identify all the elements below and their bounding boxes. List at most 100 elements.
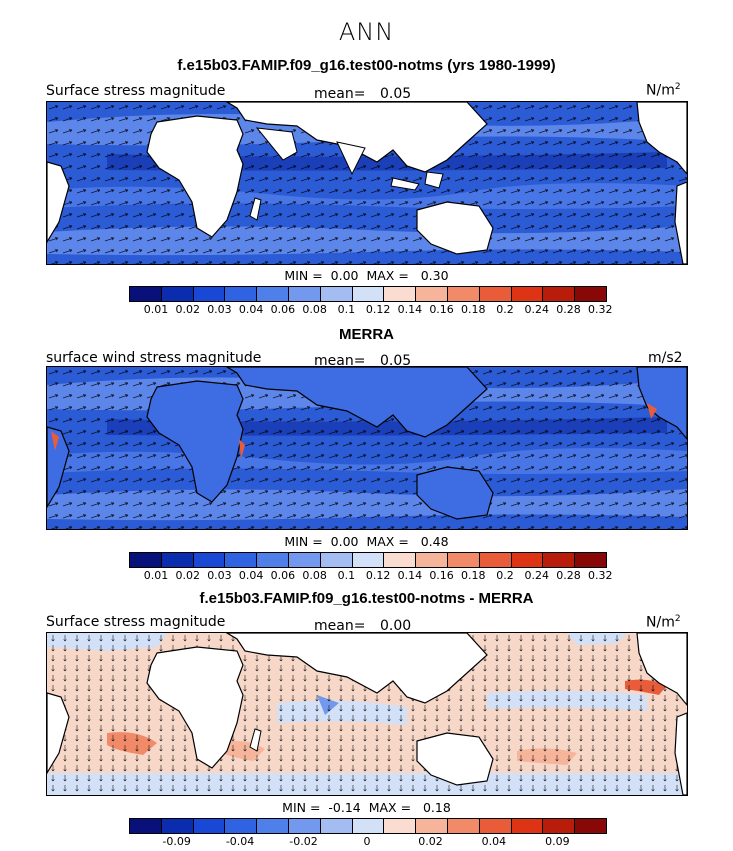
colorbar-swatch [511,287,544,301]
colorbar-tick-label: 0.1 [337,303,356,316]
colorbar-tick-label: -0.09 [162,835,191,848]
colorbar-swatch [320,287,353,301]
panel-3-colorbar [129,818,607,834]
colorbar-swatch [257,819,289,833]
colorbar-tick-label: 0.01 [143,569,169,582]
colorbar-swatch [288,287,321,301]
panel-2-colorbar [129,552,607,568]
colorbar-tick-label: 0.03 [207,303,232,316]
colorbar-swatch [416,287,448,301]
colorbar-swatch [575,287,606,301]
colorbar-swatch [543,819,576,833]
colorbar-swatch [288,819,321,833]
colorbar-tick-label: 0.28 [556,303,581,316]
colorbar-tick-label: 0.04 [238,569,264,582]
colorbar-tick-label: 0.08 [302,303,327,316]
colorbar-swatch [130,553,162,567]
figure-title: ANN [338,18,395,46]
colorbar-swatch [575,819,606,833]
colorbar-tick-label: 0.09 [545,835,570,848]
panel-2-minmax: MIN = 0.00 MAX = 0.48 [284,534,449,549]
panel-3-map [46,632,688,796]
panel-1-map-graphic [47,102,687,264]
colorbar-swatch [543,553,576,567]
colorbar-swatch [575,553,606,567]
colorbar-tick-label: 0.16 [429,569,454,582]
colorbar-swatch [511,553,544,567]
colorbar-swatch [225,287,258,301]
colorbar-tick-label: 0.12 [365,569,391,582]
colorbar-tick-label: -0.04 [225,835,255,848]
colorbar-tick-label: 0.24 [524,303,550,316]
colorbar-swatch [416,819,448,833]
colorbar-tick-label: 0.08 [302,569,327,582]
colorbar-swatch [479,553,512,567]
colorbar-swatch [288,553,321,567]
colorbar-swatch [352,287,385,301]
colorbar-swatch [130,287,162,301]
colorbar-swatch [257,553,289,567]
colorbar-tick-label: 0.18 [461,569,486,582]
colorbar-tick-label: 0.02 [418,835,443,848]
panel-2-map [46,366,688,530]
panel-3-colorbar-ticks: -0.09 -0.04 -0.02 0 0.02 0.04 0.09 [129,835,605,849]
panel-2-map-graphic [47,367,687,529]
colorbar-tick-label: 0.32 [587,569,613,582]
colorbar-swatch [320,819,353,833]
colorbar-swatch [193,553,226,567]
colorbar-swatch [543,287,576,301]
colorbar-tick-label: 0.1 [337,569,356,582]
colorbar-swatch [193,287,226,301]
panel-1-colorbar [129,286,607,302]
colorbar-swatch [384,287,417,301]
colorbar-swatch [447,819,480,833]
colorbar-tick-label: -0.02 [289,835,318,848]
panel-3-units: N/m2 [646,614,681,631]
colorbar-tick-label: 0.2 [496,569,514,582]
colorbar-swatch [384,553,417,567]
colorbar-tick-label: 0.03 [207,569,232,582]
colorbar-swatch [225,553,258,567]
colorbar-swatch [479,819,512,833]
colorbar-tick-label: 0.14 [397,569,423,582]
colorbar-swatch [447,287,480,301]
colorbar-swatch [257,287,289,301]
panel-3-map-graphic [47,633,687,795]
panel-1-units: N/m2 [646,82,681,99]
colorbar-swatch [161,287,194,301]
colorbar-swatch [130,819,162,833]
colorbar-swatch [384,819,417,833]
panel-1-colorbar-ticks: 0.01 0.02 0.03 0.04 0.06 0.08 0.1 0.12 0.14 0.16 0… [129,303,613,317]
colorbar-tick-label: 0.01 [143,303,169,316]
panel-3-field-label: Surface stress magnitude [46,614,226,630]
panel-3-title: f.e15b03.FAMIP.f09_g16.test00-notms - ME… [199,590,534,607]
colorbar-tick-label: 0.06 [270,303,296,316]
panel-2-units: m/s2 [648,350,683,366]
panel-3-mean-value: 0.00 [380,618,412,634]
panel-1-mean-value: 0.05 [380,86,412,102]
panel-3-minmax: MIN = -0.14 MAX = 0.18 [282,800,451,815]
panel-2-field-label: surface wind stress magnitude [46,350,262,366]
colorbar-tick-label: 0.28 [556,569,581,582]
colorbar-tick-label: 0.2 [496,303,514,316]
colorbar-tick-label: 0.02 [175,569,200,582]
colorbar-tick-label: 0.02 [175,303,200,316]
panel-1-minmax: MIN = 0.00 MAX = 0.30 [284,268,449,283]
colorbar-swatch [416,553,448,567]
colorbar-swatch [225,819,258,833]
colorbar-swatch [479,287,512,301]
colorbar-tick-label: 0.04 [481,835,507,848]
colorbar-swatch [161,553,194,567]
colorbar-swatch [352,819,385,833]
colorbar-swatch [447,553,480,567]
colorbar-swatch [320,553,353,567]
panel-1-map [46,101,688,265]
panel-1-mean-label: mean= [314,86,366,102]
panel-2-mean-value: 0.05 [380,353,412,369]
colorbar-tick-label: 0.24 [524,569,550,582]
colorbar-tick-label: 0.04 [238,303,264,316]
colorbar-swatch [352,553,385,567]
panel-3-mean-label: mean= [314,618,366,634]
panel-2-title: MERRA [339,326,394,343]
colorbar-tick-label: 0.18 [461,303,486,316]
